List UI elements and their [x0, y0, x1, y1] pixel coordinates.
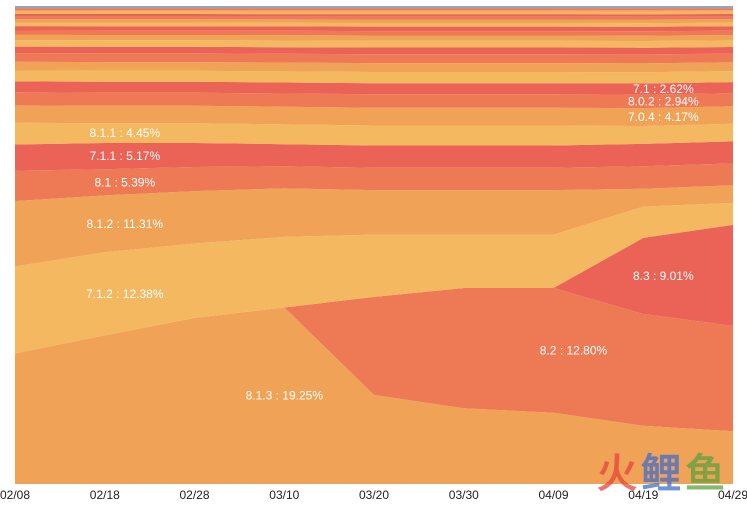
series-label: 8.3 : 9.01%: [633, 269, 694, 283]
area-series-7-1-1: [15, 141, 733, 171]
watermark-char: 火: [597, 451, 637, 497]
x-tick-label: 04/09: [538, 488, 568, 502]
x-tick-label: 04/29: [718, 488, 747, 502]
area-series-8-1-3: [15, 307, 733, 484]
watermark-char: 鲤: [641, 451, 681, 497]
area-series-8-0-2: [15, 92, 733, 109]
watermark-char: 鱼: [685, 451, 725, 497]
series-label: 8.0.2 : 2.94%: [628, 94, 699, 108]
x-tick-label: 03/30: [449, 488, 479, 502]
area-series-unnamed-21: [15, 16, 733, 20]
x-tick-label: 03/10: [269, 488, 299, 502]
area-series-group: [15, 6, 733, 484]
area-series-7-0-4: [15, 105, 733, 126]
series-label-group: 8.1.3 : 19.25% 8.2 : 12.80% 8.3 : 9.01% 7.1…: [86, 82, 699, 403]
area-series-unnamed-25: [15, 8, 733, 11]
area-series-unnamed-23: [15, 11, 733, 15]
series-label: 7.1.2 : 12.38%: [86, 287, 164, 301]
area-series-7-1-2: [15, 202, 733, 354]
series-label: 8.2 : 12.80%: [540, 343, 608, 357]
area-series-unnamed-17: [15, 30, 733, 36]
area-series-8-3: [15, 224, 733, 354]
x-axis: 02/08 02/18 02/28 03/10 03/20 03/30 04/09 04/19…: [0, 488, 747, 502]
area-series-unnamed-16: [15, 34, 733, 41]
area-series-7-1: [15, 81, 733, 95]
area-series-8-1: [15, 163, 733, 202]
x-tick-label: 04/19: [628, 488, 658, 502]
area-series-unnamed-15: [15, 40, 733, 48]
area-series-unnamed-19: [15, 22, 733, 27]
series-label: 7.1 : 2.62%: [633, 82, 694, 96]
series-label: 7.1.1 : 5.17%: [89, 149, 160, 163]
area-series-8-1-1: [15, 122, 733, 146]
x-tick-label: 02/08: [0, 488, 30, 502]
watermark-logo: 火 鲤 鱼: [597, 441, 725, 499]
series-label: 8.1 : 5.39%: [94, 175, 155, 189]
area-series-8-2: [15, 288, 733, 432]
area-series-unnamed-11: [15, 70, 733, 84]
x-tick-label: 02/28: [179, 488, 209, 502]
area-series-unnamed-12: [15, 61, 733, 73]
series-label: 7.0.4 : 4.17%: [628, 110, 699, 124]
area-series-unnamed-20: [15, 19, 733, 24]
area-series-unnamed-24: [15, 10, 733, 12]
area-series-unnamed-18: [15, 26, 733, 32]
area-series-unnamed-14: [15, 46, 733, 55]
area-series-unnamed-13: [15, 53, 733, 64]
area-series-8-1-2: [15, 185, 733, 267]
series-label: 8.1.1 : 4.45%: [89, 126, 160, 140]
series-label: 8.1.3 : 19.25%: [246, 389, 324, 403]
x-tick-label: 03/20: [359, 488, 389, 502]
area-series-unnamed-22: [15, 14, 733, 17]
x-tick-label: 02/18: [90, 488, 120, 502]
series-label: 8.1.2 : 11.31%: [87, 217, 164, 231]
